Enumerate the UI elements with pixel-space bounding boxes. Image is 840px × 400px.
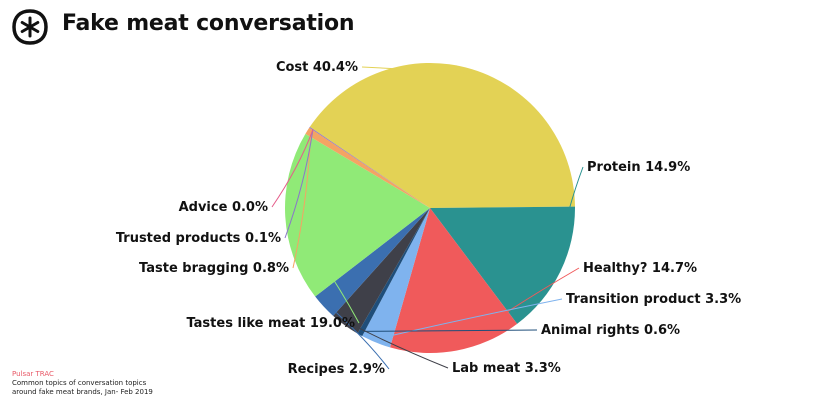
- leader-line-protein: [555, 166, 584, 271]
- slice-label-lab-meat: Lab meat 3.3%: [452, 361, 561, 376]
- chart-footer: Pulsar TRAC Common topics of conversatio…: [12, 370, 272, 397]
- leader-line-trusted-products: [284, 129, 314, 239]
- pie-slice-healthy[interactable]: [390, 208, 518, 353]
- source-brand: Pulsar TRAC: [12, 370, 54, 378]
- leader-line-recipes: [326, 303, 390, 370]
- leader-line-animal-rights: [361, 329, 538, 332]
- slice-label-tastes-like-meat: Tastes like meat 19.0%: [186, 316, 355, 331]
- pie-slice-taste-bragging[interactable]: [305, 127, 430, 208]
- chart-title: Fake meat conversation: [62, 11, 355, 36]
- leader-line-transition-product: [377, 298, 563, 340]
- leader-line-advice: [271, 129, 314, 208]
- pie-slice-tastes-like-meat[interactable]: [285, 133, 430, 297]
- pie-slice-animal-rights[interactable]: [357, 208, 430, 337]
- source-note-line-1: Common topics of conversation topics: [12, 379, 147, 387]
- leader-line-cost: [361, 66, 471, 74]
- slice-label-recipes: Recipes 2.9%: [288, 362, 385, 377]
- slice-label-protein: Protein 14.9%: [587, 160, 690, 175]
- pie-slice-protein[interactable]: [430, 206, 575, 324]
- slice-label-cost: Cost 40.4%: [276, 60, 358, 75]
- source-note-line-2: around fake meat brands, Jan- Feb 2019: [12, 388, 153, 396]
- slice-label-taste-bragging: Taste bragging 0.8%: [139, 261, 289, 276]
- pie-slice-cost[interactable]: [309, 63, 575, 209]
- slice-label-healthy: Healthy? 14.7%: [583, 261, 697, 276]
- slice-label-animal-rights: Animal rights 0.6%: [541, 323, 680, 338]
- leader-line-lab-meat: [346, 321, 449, 369]
- asterisk-circle-icon: [12, 9, 48, 45]
- slice-label-trusted-products: Trusted products 0.1%: [116, 231, 281, 246]
- leader-line-healthy: [455, 267, 580, 348]
- slice-label-advice: Advice 0.0%: [179, 200, 268, 215]
- pie-slice-transition-product[interactable]: [362, 208, 430, 348]
- pie-slice-recipes[interactable]: [315, 208, 430, 316]
- leader-line-tastes-like-meat: [288, 216, 360, 324]
- slice-label-transition-product: Transition product 3.3%: [566, 292, 741, 307]
- pie-slice-trusted-products[interactable]: [309, 126, 430, 208]
- pie-slice-lab-meat[interactable]: [333, 208, 430, 334]
